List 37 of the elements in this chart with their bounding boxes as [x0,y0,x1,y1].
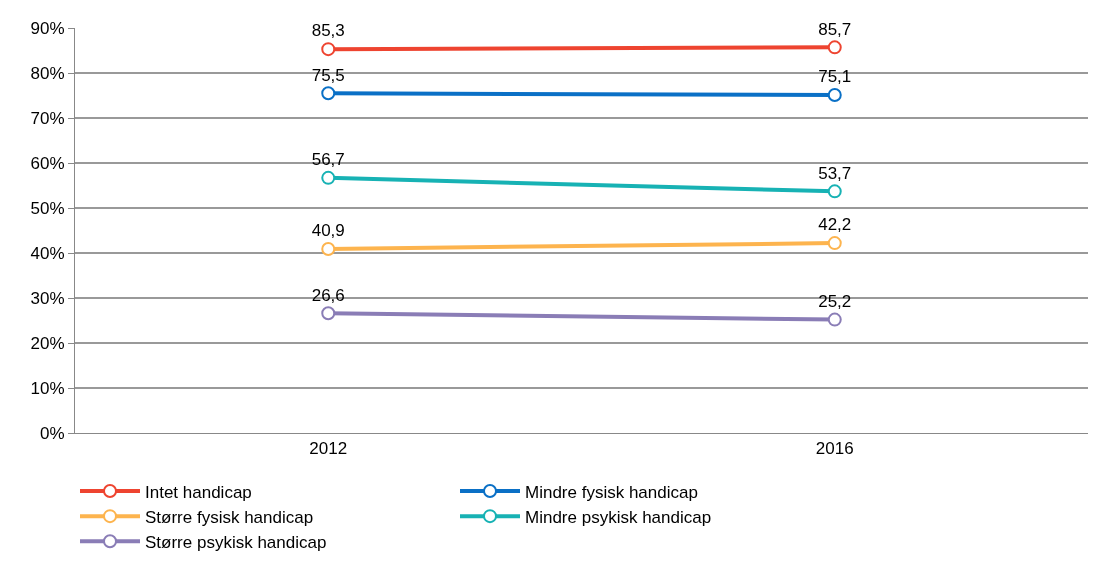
x-tick-label: 2016 [815,439,854,459]
data-label: 56,7 [311,150,345,170]
legend-label: Mindre fysisk handicap [525,482,698,502]
point [827,184,842,199]
data-label: 85,3 [311,21,345,41]
point [827,312,842,327]
y-tick-label: 40% [30,243,65,263]
data-label: 75,5 [311,65,345,85]
y-tick-label: 70% [30,108,65,128]
point [827,88,842,103]
point [321,86,336,101]
data-label: 25,2 [818,291,852,311]
legend-label: Større psykisk handicap [145,532,327,552]
legend-label: Større fysisk handicap [145,507,314,527]
point [321,170,336,185]
data-label: 40,9 [311,221,345,241]
y-tick-label: 90% [30,18,65,38]
y-tick-label: 10% [30,378,65,398]
point [321,42,336,57]
data-label: 26,6 [311,285,345,305]
y-tick-label: 60% [30,153,65,173]
y-tick-label: 50% [30,198,65,218]
y-tick-label: 0% [40,423,65,443]
legend-label: Mindre psykisk handicap [525,507,712,527]
y-tick-label: 20% [30,333,65,353]
y-tick-label: 30% [30,288,65,308]
data-label: 85,7 [818,19,852,39]
y-tick-label: 80% [30,63,65,83]
point [827,40,842,55]
data-label: 53,7 [818,163,852,183]
point [827,236,842,251]
legend-label: Intet handicap [145,482,252,502]
point [321,241,336,256]
point [321,306,336,321]
data-label: 42,2 [818,215,852,235]
x-tick-label: 2012 [309,439,348,459]
data-label: 75,1 [818,67,852,87]
